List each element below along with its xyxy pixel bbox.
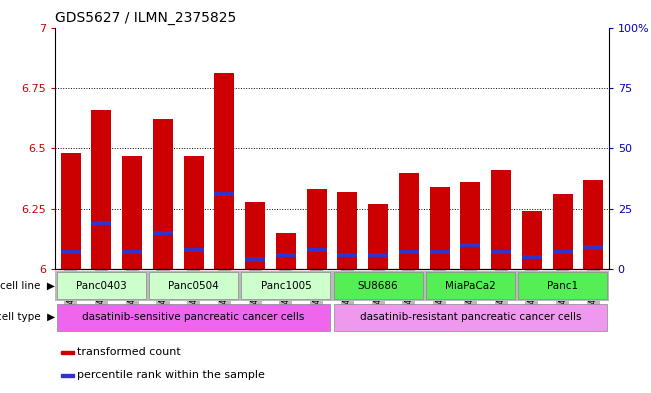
Bar xyxy=(61,250,81,254)
Bar xyxy=(368,253,388,257)
Bar xyxy=(333,304,607,331)
Text: Panc1: Panc1 xyxy=(547,281,578,291)
Text: dasatinib-resistant pancreatic cancer cells: dasatinib-resistant pancreatic cancer ce… xyxy=(359,312,581,322)
Text: SU8686: SU8686 xyxy=(358,281,398,291)
Bar xyxy=(122,156,142,269)
Text: Panc0504: Panc0504 xyxy=(169,281,219,291)
Bar xyxy=(276,253,296,257)
Bar xyxy=(122,250,142,254)
Bar xyxy=(307,248,327,252)
Bar xyxy=(337,253,357,257)
Bar xyxy=(337,192,357,269)
Bar xyxy=(333,272,422,299)
Bar xyxy=(242,272,331,299)
Bar xyxy=(61,374,74,377)
Bar xyxy=(153,231,173,235)
Bar xyxy=(430,250,450,254)
Bar xyxy=(522,255,542,259)
Bar xyxy=(214,73,234,269)
Bar xyxy=(399,173,419,269)
Bar xyxy=(491,250,511,254)
Bar xyxy=(368,204,388,269)
Bar xyxy=(553,250,573,254)
Bar xyxy=(153,119,173,269)
Bar xyxy=(307,189,327,269)
Bar xyxy=(61,153,81,269)
Bar xyxy=(430,187,450,269)
Bar xyxy=(184,248,204,252)
Text: Panc0403: Panc0403 xyxy=(76,281,127,291)
Bar xyxy=(91,221,111,226)
Bar xyxy=(276,233,296,269)
Bar xyxy=(399,250,419,254)
Bar xyxy=(460,182,480,269)
Bar xyxy=(460,243,480,247)
Bar xyxy=(518,272,607,299)
Bar xyxy=(522,211,542,269)
Bar xyxy=(57,304,331,331)
Text: cell type  ▶: cell type ▶ xyxy=(0,312,55,322)
Text: cell line  ▶: cell line ▶ xyxy=(1,281,55,291)
Text: percentile rank within the sample: percentile rank within the sample xyxy=(77,370,266,380)
Bar xyxy=(245,257,265,262)
Bar xyxy=(57,272,146,299)
Text: transformed count: transformed count xyxy=(77,347,181,357)
Bar xyxy=(149,272,238,299)
Bar xyxy=(61,351,74,354)
Bar xyxy=(583,180,603,269)
Text: Panc1005: Panc1005 xyxy=(260,281,311,291)
Bar xyxy=(491,170,511,269)
Text: dasatinib-sensitive pancreatic cancer cells: dasatinib-sensitive pancreatic cancer ce… xyxy=(83,312,305,322)
Bar xyxy=(184,156,204,269)
Bar xyxy=(583,245,603,250)
Bar xyxy=(245,202,265,269)
Bar xyxy=(553,194,573,269)
Bar xyxy=(91,110,111,269)
Bar xyxy=(214,192,234,196)
Text: GDS5627 / ILMN_2375825: GDS5627 / ILMN_2375825 xyxy=(55,11,236,25)
Text: MiaPaCa2: MiaPaCa2 xyxy=(445,281,495,291)
Bar xyxy=(426,272,515,299)
